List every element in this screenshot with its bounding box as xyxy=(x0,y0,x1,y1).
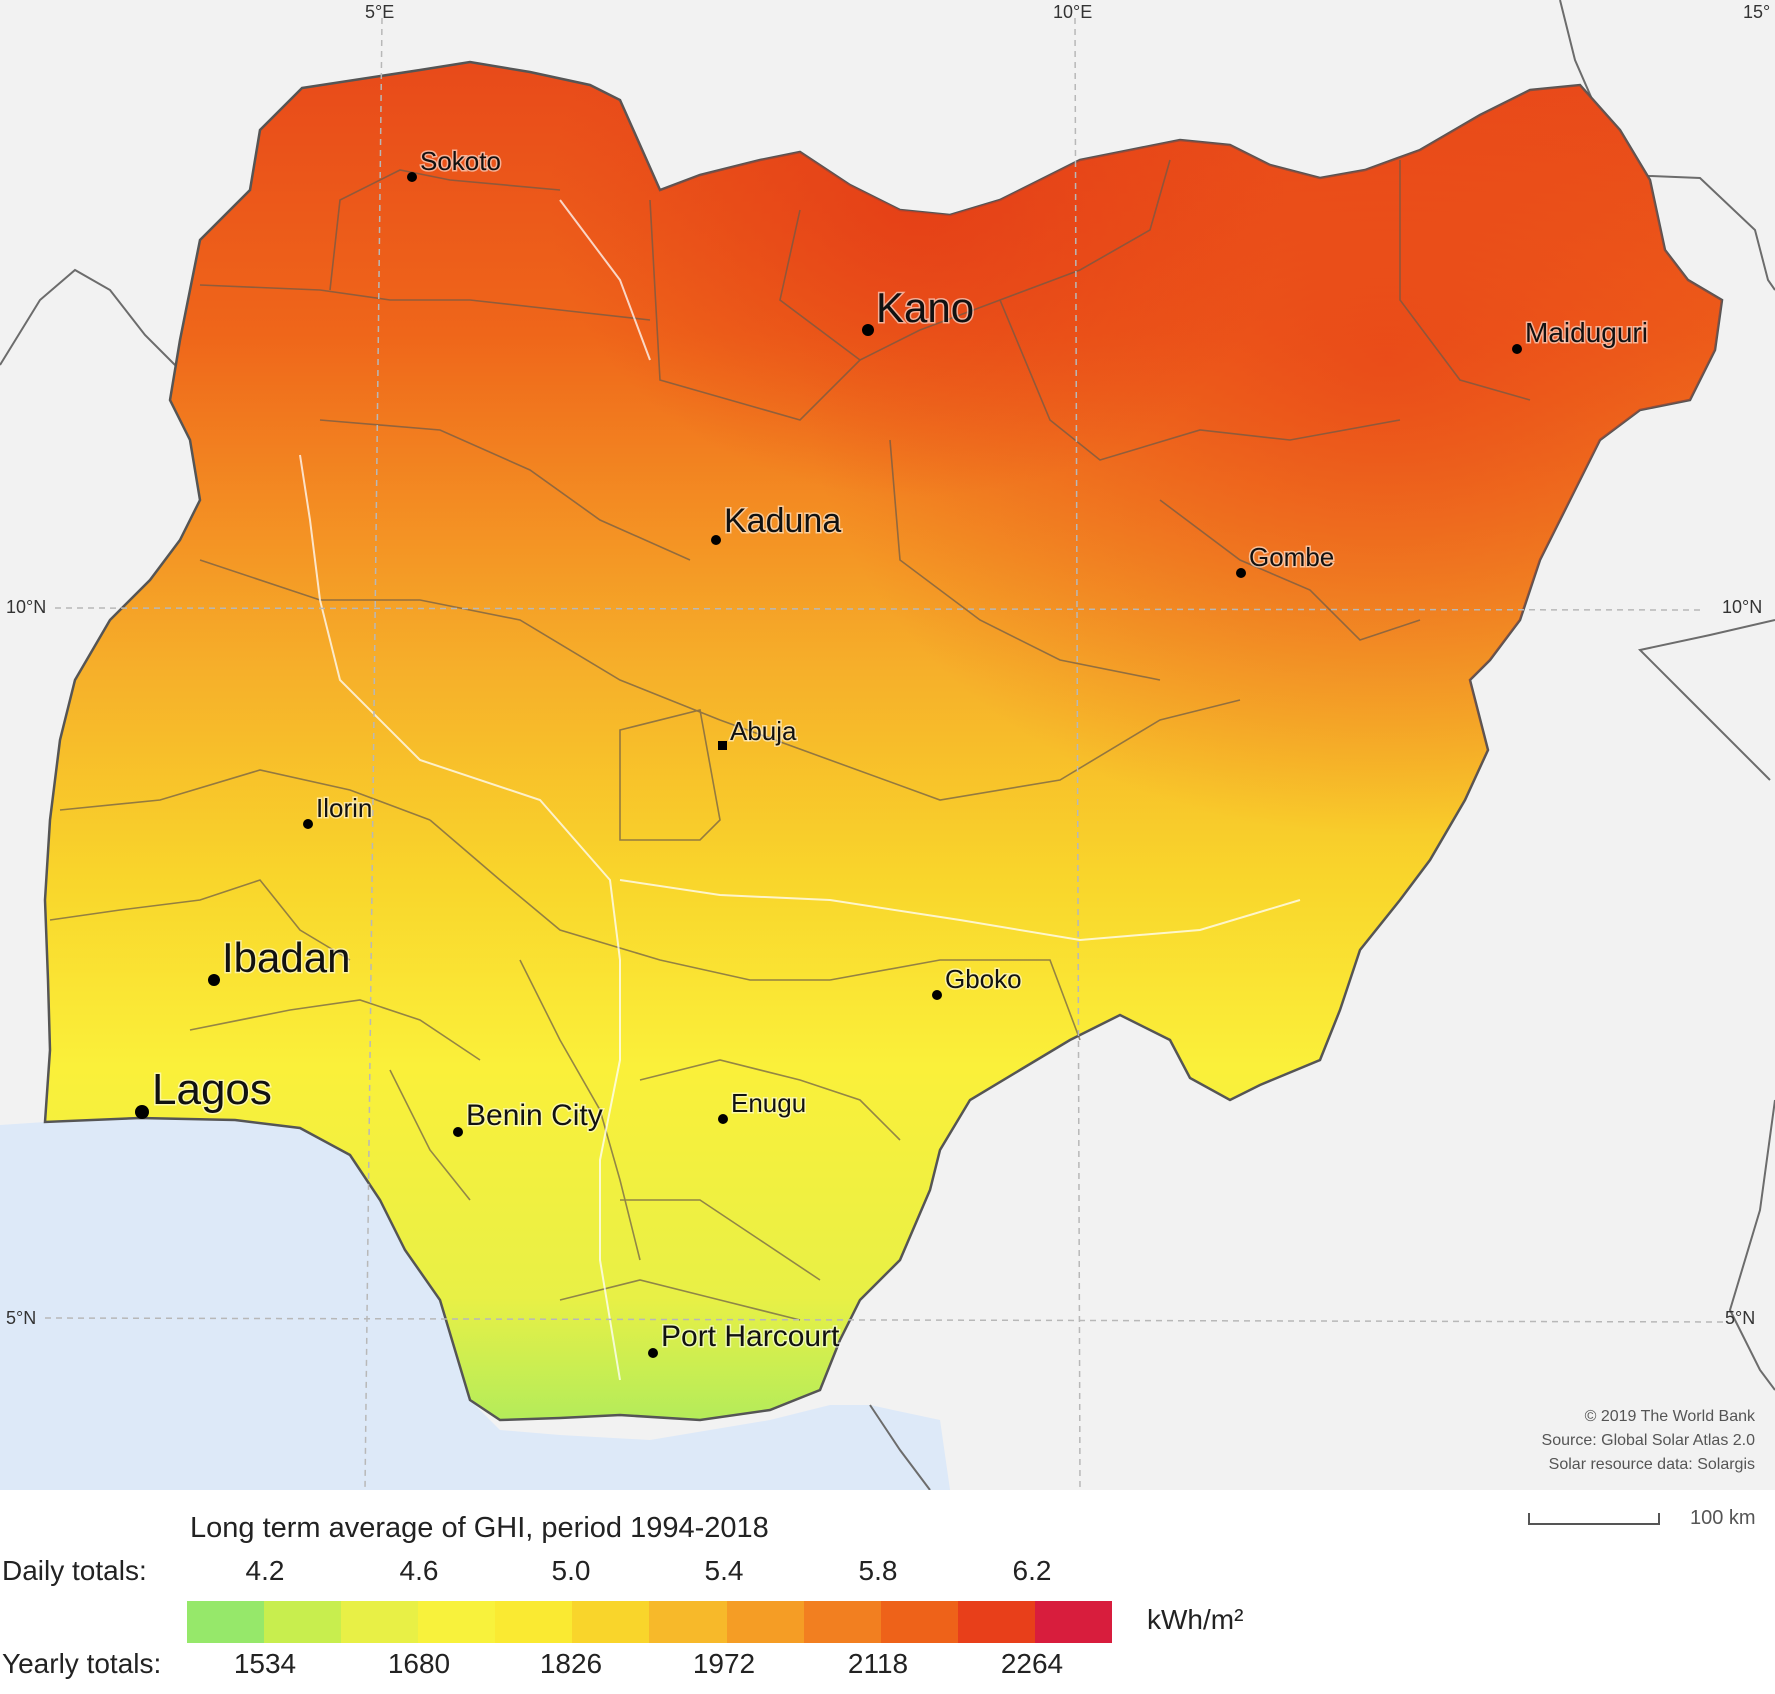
svg-text:Gboko: Gboko xyxy=(945,964,1022,994)
neighbor-border xyxy=(1728,1099,1775,1391)
svg-text:Maiduguri: Maiduguri xyxy=(1525,317,1648,348)
credit-source: Source: Global Solar Atlas 2.0 xyxy=(1541,1432,1755,1449)
legend-swatch xyxy=(1034,1601,1112,1643)
legend-title: Long term average of GHI, period 1994-20… xyxy=(190,1512,769,1544)
legend-swatch xyxy=(187,1601,265,1643)
svg-text:Gombe: Gombe xyxy=(1249,542,1334,572)
rivers xyxy=(299,199,1301,1381)
city-ilorin[interactable]: Ilorin xyxy=(303,792,374,829)
solar-map: Sokoto Kano Maiduguri Kaduna Gombe Abuja… xyxy=(0,0,1775,1490)
map-canvas: Sokoto Kano Maiduguri Kaduna Gombe Abuja… xyxy=(0,0,1775,1490)
yearly-tick: 1680 xyxy=(387,1648,451,1679)
legend-swatch xyxy=(803,1601,881,1643)
legend-swatch xyxy=(418,1601,496,1643)
daily-tick: 5.8 xyxy=(858,1555,898,1586)
city-gboko[interactable]: Gboko xyxy=(932,963,1023,1000)
lat-label-10n-right: 10°N xyxy=(1722,597,1763,617)
city-port-harcourt[interactable]: Port Harcourt xyxy=(648,1319,842,1358)
yearly-tick: 2264 xyxy=(1000,1648,1064,1679)
city-maiduguri[interactable]: Maiduguri xyxy=(1512,316,1649,354)
lon-label-5e: 5°E xyxy=(365,2,395,22)
ocean xyxy=(0,1118,950,1490)
lat-label-10n-left: 10°N xyxy=(6,597,47,617)
svg-text:Ilorin: Ilorin xyxy=(316,793,372,823)
yearly-totals-label: Yearly totals: xyxy=(2,1648,162,1679)
daily-tick: 4.2 xyxy=(245,1555,285,1586)
svg-text:Lagos: Lagos xyxy=(152,1065,272,1114)
legend-swatch xyxy=(572,1601,650,1643)
daily-tick: 4.6 xyxy=(399,1555,439,1586)
daily-tick: 5.0 xyxy=(551,1555,591,1586)
legend-swatch xyxy=(880,1601,958,1643)
credit-copyright: © 2019 The World Bank xyxy=(1584,1408,1755,1425)
legend-swatch xyxy=(264,1601,342,1643)
lat-label-5n-right: 5°N xyxy=(1725,1308,1756,1328)
legend-swatch xyxy=(726,1601,804,1643)
lat-label-5n-left: 5°N xyxy=(6,1308,37,1328)
city-kaduna[interactable]: Kaduna xyxy=(711,501,843,545)
yearly-tick: 1972 xyxy=(692,1648,756,1679)
state-borders xyxy=(49,159,1531,1321)
daily-tick: 5.4 xyxy=(704,1555,744,1586)
yearly-tick: 1826 xyxy=(539,1648,603,1679)
svg-text:Sokoto: Sokoto xyxy=(420,146,501,176)
hot-zone-north xyxy=(45,62,1722,1420)
legend-color-bar xyxy=(187,1601,1112,1643)
daily-totals-label: Daily totals: xyxy=(2,1555,147,1586)
unit-label: kWh/m² xyxy=(1147,1604,1244,1635)
city-abuja[interactable]: Abuja xyxy=(718,715,799,750)
graticule xyxy=(44,17,1726,1490)
neighbor-border xyxy=(1559,0,1775,291)
city-ibadan[interactable]: Ibadan xyxy=(208,933,352,986)
city-enugu[interactable]: Enugu xyxy=(718,1087,808,1124)
legend-swatch xyxy=(341,1601,419,1643)
svg-text:Port Harcourt: Port Harcourt xyxy=(661,1320,840,1353)
svg-text:Ibadan: Ibadan xyxy=(222,934,350,981)
city-sokoto[interactable]: Sokoto xyxy=(407,145,502,182)
city-kano[interactable]: Kano xyxy=(862,283,976,336)
lon-label-15e: 15° xyxy=(1743,2,1771,22)
credit-data: Solar resource data: Solargis xyxy=(1548,1456,1755,1473)
yearly-tick: 2118 xyxy=(847,1648,909,1679)
svg-text:Enugu: Enugu xyxy=(731,1088,806,1118)
city-lagos[interactable]: Lagos xyxy=(135,1064,273,1119)
svg-text:Kaduna: Kaduna xyxy=(724,502,841,540)
yearly-tick: 1534 xyxy=(233,1648,297,1679)
daily-tick: 6.2 xyxy=(1012,1555,1052,1586)
legend-swatch xyxy=(495,1601,573,1643)
city-benin-city[interactable]: Benin City xyxy=(453,1098,604,1137)
neighbor-border xyxy=(869,1404,931,1490)
scale-bar xyxy=(1528,1513,1660,1525)
city-gombe[interactable]: Gombe xyxy=(1236,541,1336,578)
neighbor-border xyxy=(0,268,181,371)
svg-text:Kano: Kano xyxy=(876,284,974,331)
scale-bar-label: 100 km xyxy=(1690,1507,1756,1529)
neighbor-border xyxy=(1637,619,1775,781)
svg-text:Abuja: Abuja xyxy=(730,716,797,746)
svg-text:Benin City: Benin City xyxy=(466,1099,603,1132)
lon-label-10e: 10°E xyxy=(1053,2,1093,22)
legend-swatch xyxy=(957,1601,1035,1643)
legend-swatch xyxy=(649,1601,727,1643)
